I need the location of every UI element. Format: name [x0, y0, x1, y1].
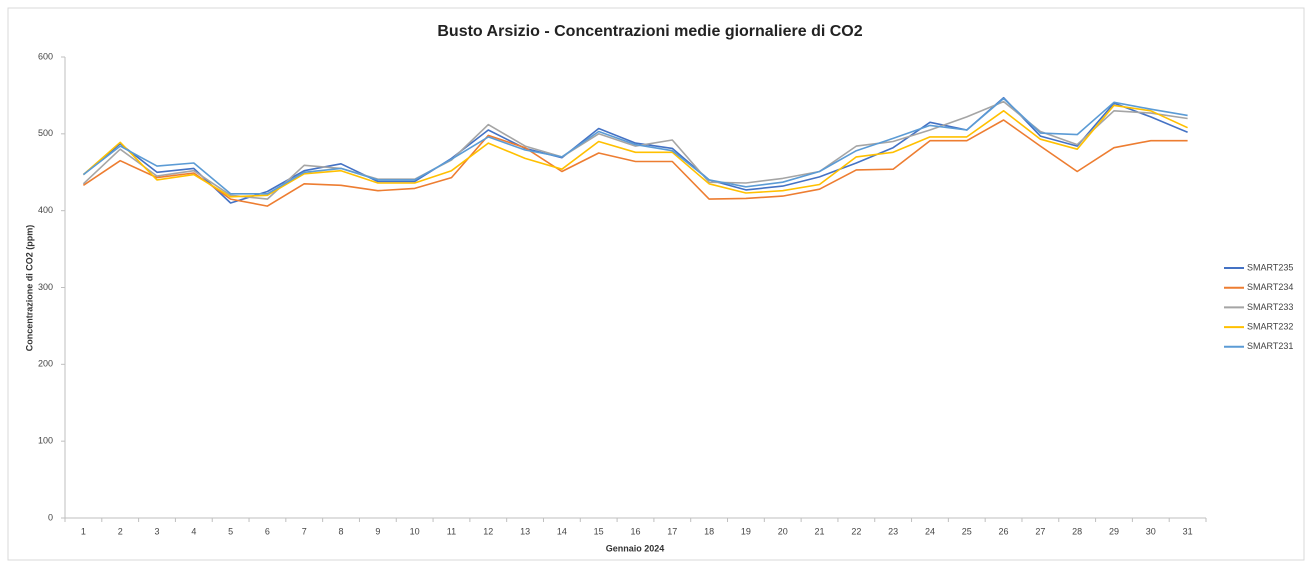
x-tick-label: 21 [815, 526, 825, 536]
x-tick-label: 26 [999, 526, 1009, 536]
x-tick-label: 5 [228, 526, 233, 536]
x-tick-label: 16 [630, 526, 640, 536]
y-tick-label: 0 [48, 512, 53, 522]
x-tick-label: 20 [778, 526, 788, 536]
legend-label: SMART231 [1247, 341, 1293, 351]
x-tick-label: 13 [520, 526, 530, 536]
x-tick-label: 29 [1109, 526, 1119, 536]
x-tick-label: 1 [81, 526, 86, 536]
y-tick-label: 500 [38, 128, 53, 138]
x-tick-label: 12 [483, 526, 493, 536]
y-tick-label: 600 [38, 51, 53, 61]
x-tick-label: 11 [447, 526, 456, 536]
x-tick-label: 22 [851, 526, 861, 536]
x-tick-label: 7 [302, 526, 307, 536]
chart-title: Busto Arsizio - Concentrazioni medie gio… [437, 23, 862, 40]
x-tick-label: 30 [1146, 526, 1156, 536]
y-axis-label: Concentrazione di CO2 (ppm) [24, 225, 34, 352]
x-tick-label: 9 [375, 526, 380, 536]
x-tick-label: 25 [962, 526, 972, 536]
x-tick-label: 24 [925, 526, 935, 536]
series-line [82, 104, 1188, 198]
y-tick-label: 400 [38, 205, 53, 215]
x-tick-label: 6 [265, 526, 270, 536]
x-axis-label: Gennaio 2024 [606, 543, 665, 553]
series-line [82, 119, 1188, 207]
x-tick-label: 15 [594, 526, 604, 536]
x-tick-label: 23 [888, 526, 898, 536]
series-line [82, 97, 1188, 195]
legend-label: SMART233 [1247, 302, 1293, 312]
x-tick-label: 18 [704, 526, 714, 536]
x-tick-label: 28 [1072, 526, 1082, 536]
legend-label: SMART234 [1247, 282, 1293, 292]
x-tick-label: 2 [118, 526, 123, 536]
y-tick-label: 300 [38, 282, 53, 292]
x-tick-label: 10 [410, 526, 420, 536]
series-line [82, 100, 1188, 200]
x-tick-label: 17 [667, 526, 677, 536]
x-tick-label: 31 [1183, 526, 1193, 536]
x-tick-label: 4 [191, 526, 196, 536]
chart-frame [7, 7, 1305, 561]
x-tick-label: 19 [741, 526, 751, 536]
x-tick-label: 8 [339, 526, 344, 536]
x-tick-label: 3 [155, 526, 160, 536]
x-tick-label: 14 [557, 526, 567, 536]
legend-label: SMART235 [1247, 262, 1293, 272]
y-tick-label: 200 [38, 359, 53, 369]
legend-label: SMART232 [1247, 321, 1293, 331]
y-tick-label: 100 [38, 436, 53, 446]
x-tick-label: 27 [1035, 526, 1045, 536]
